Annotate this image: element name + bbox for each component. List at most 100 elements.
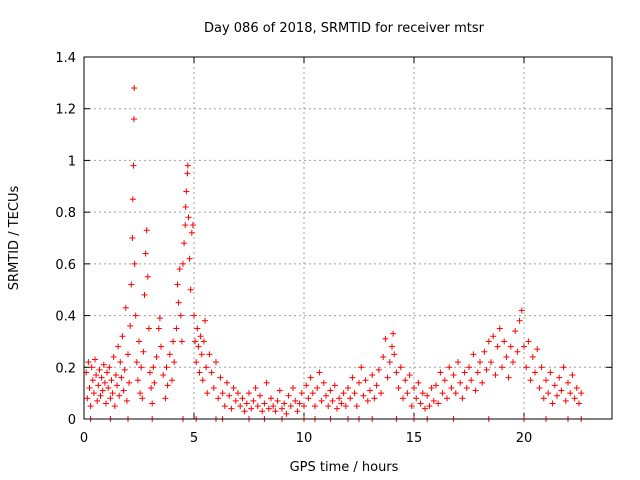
data-point (516, 317, 523, 324)
data-point (192, 338, 199, 345)
data-point (342, 403, 349, 410)
data-point (468, 377, 475, 384)
data-point (287, 403, 294, 410)
data-point (176, 266, 183, 273)
data-point (281, 400, 288, 407)
data-point (417, 400, 424, 407)
data-point (560, 364, 567, 371)
data-point (276, 387, 283, 394)
data-point (419, 390, 426, 397)
data-point (215, 395, 222, 402)
data-point (100, 361, 107, 368)
data-point (358, 364, 365, 371)
data-point (296, 400, 303, 407)
data-point (160, 372, 167, 379)
data-point (554, 392, 560, 399)
data-point (437, 369, 444, 376)
data-point (452, 390, 459, 397)
data-point (177, 312, 184, 319)
data-point (567, 390, 574, 397)
data-point (166, 351, 173, 358)
data-point (198, 351, 205, 358)
data-point (199, 377, 206, 384)
data-point (187, 286, 194, 293)
data-point (408, 403, 415, 410)
data-point (338, 400, 345, 407)
data-point (316, 369, 323, 376)
data-point (85, 359, 92, 366)
x-tick-label: 5 (190, 431, 198, 446)
data-point (303, 382, 310, 389)
data-point (558, 387, 565, 394)
x-tick-label: 10 (296, 431, 313, 446)
data-point (455, 359, 461, 366)
y-tick-label: 1 (68, 154, 76, 169)
data-point (514, 348, 521, 355)
data-point (95, 382, 102, 389)
data-point (156, 315, 163, 322)
data-point (285, 392, 292, 399)
data-point (153, 353, 160, 360)
data-point (239, 395, 246, 402)
data-point (318, 397, 325, 404)
data-point (99, 387, 106, 394)
data-point (402, 377, 409, 384)
data-point (171, 359, 178, 366)
y-axis-label: SRMTID / TECUs (7, 186, 22, 291)
data-point (349, 374, 356, 381)
data-point (148, 384, 155, 391)
data-point (479, 379, 486, 386)
y-tick-label: 0 (68, 413, 76, 428)
data-point (89, 377, 96, 384)
data-point (540, 395, 547, 402)
data-point (237, 403, 244, 410)
data-point (444, 395, 450, 402)
data-point (347, 395, 354, 402)
data-point (290, 384, 296, 391)
data-point (181, 240, 188, 247)
data-point (356, 379, 362, 386)
data-point (202, 317, 208, 324)
data-point (413, 395, 420, 402)
data-point (463, 384, 470, 391)
data-point (250, 397, 257, 404)
data-point (118, 374, 125, 381)
data-point (426, 403, 433, 410)
data-point (450, 372, 457, 379)
data-point (259, 408, 266, 415)
data-point (127, 322, 134, 329)
data-point (139, 395, 146, 402)
data-point (323, 392, 329, 399)
data-point (362, 377, 369, 384)
data-point (547, 369, 554, 376)
data-point (371, 395, 378, 402)
data-point (106, 364, 113, 371)
data-point (488, 359, 494, 366)
data-point (301, 403, 307, 410)
data-point (309, 390, 316, 397)
data-point (265, 405, 272, 412)
data-point (185, 214, 192, 221)
data-point (112, 372, 119, 379)
data-point (163, 364, 170, 371)
data-point (353, 403, 360, 410)
data-point (110, 353, 117, 360)
data-point (499, 364, 505, 371)
data-point (90, 390, 97, 397)
data-point (241, 408, 248, 415)
data-point (389, 343, 395, 350)
data-point (263, 379, 270, 386)
data-point (137, 390, 144, 397)
data-point (406, 372, 413, 379)
data-point (510, 359, 516, 366)
data-point (466, 364, 472, 371)
data-point (529, 353, 536, 360)
data-point (170, 338, 177, 345)
data-point (505, 374, 512, 381)
axis-ticks: 0 0.2 0.4 0.6 0.8 1 1.2 1.4 0 5 10 15 20 (55, 51, 612, 446)
data-point (224, 379, 230, 386)
data-point (221, 403, 228, 410)
data-point (131, 85, 138, 92)
data-point (384, 374, 391, 381)
